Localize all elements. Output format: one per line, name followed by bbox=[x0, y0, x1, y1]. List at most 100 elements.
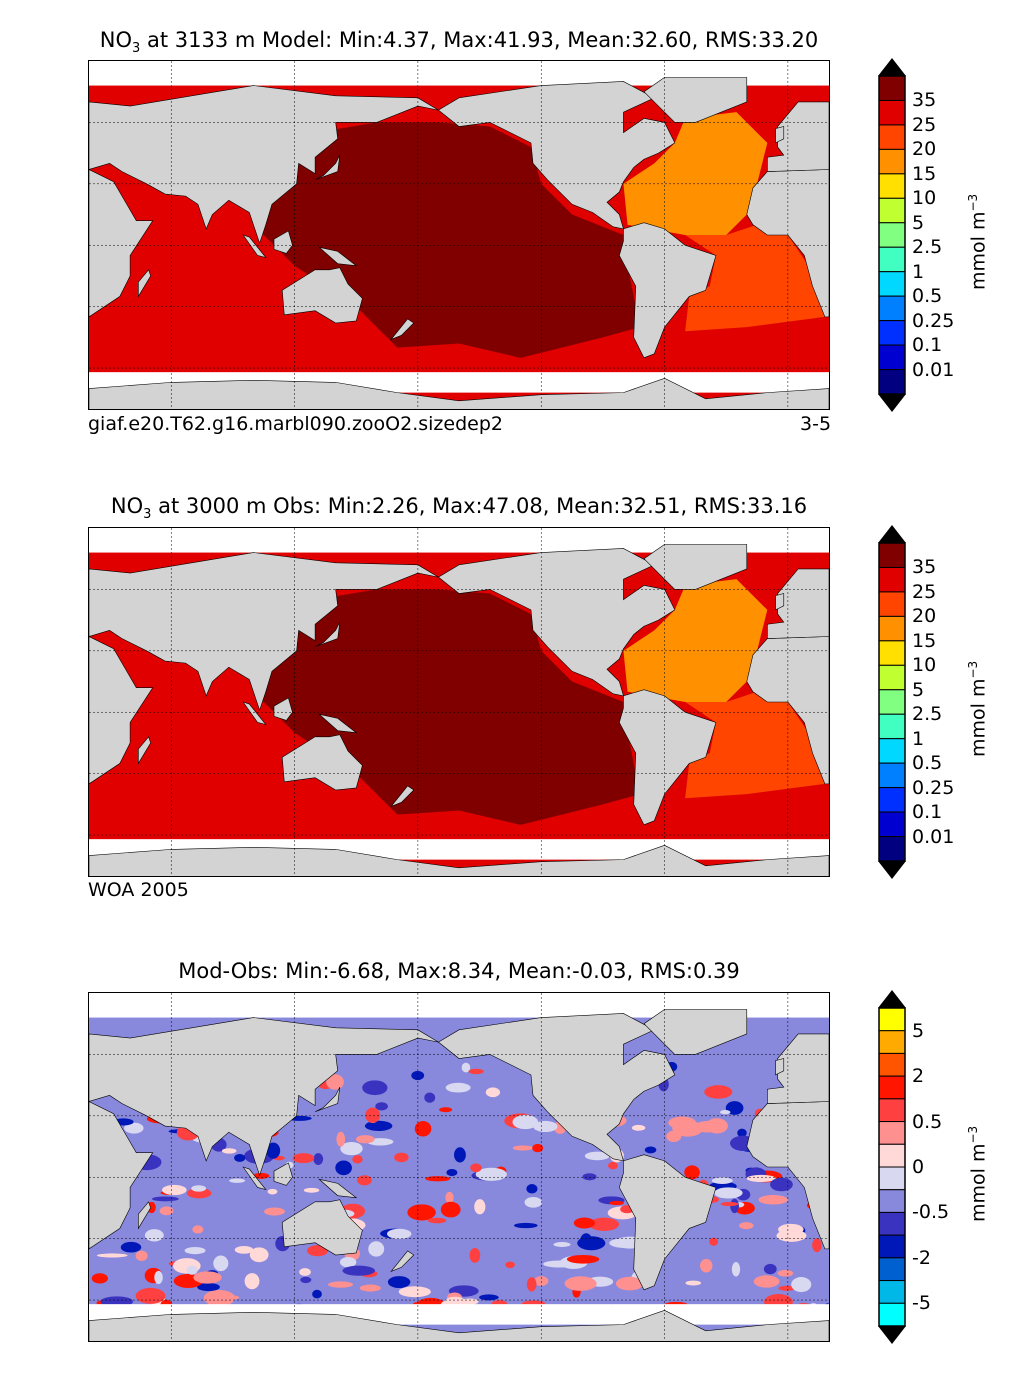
panel-title-model: NO3 at 3133 m Model: Min:4.37, Max:41.93… bbox=[99, 28, 819, 57]
anomaly-patch bbox=[739, 1222, 754, 1230]
colorbar-segment bbox=[878, 1052, 906, 1077]
anomaly-patch bbox=[778, 1285, 796, 1291]
land-greenland bbox=[644, 77, 747, 122]
anomaly-patch bbox=[234, 1245, 254, 1254]
anomaly-patch bbox=[299, 1268, 311, 1276]
anomaly-patch bbox=[340, 1141, 363, 1156]
land-australia bbox=[282, 1200, 362, 1255]
colorbar-obs bbox=[878, 525, 906, 879]
panel-title-diff: Mod-Obs: Min:-6.68, Max:8.34, Mean:-0.03… bbox=[178, 959, 740, 983]
anomaly-patch bbox=[249, 1247, 269, 1263]
anomaly-patch bbox=[753, 1275, 780, 1288]
colorbar-segment bbox=[878, 271, 906, 297]
colorbar-extend-max bbox=[878, 525, 906, 543]
anomaly-patch bbox=[303, 1187, 320, 1193]
anomaly-patch bbox=[778, 1223, 804, 1235]
anomaly-patch bbox=[513, 1222, 538, 1229]
land-new-guinea bbox=[319, 247, 356, 265]
colorbar-extend-min bbox=[878, 394, 906, 412]
anomaly-patch bbox=[475, 1167, 507, 1181]
colorbar-segment bbox=[878, 197, 906, 224]
anomaly-patch bbox=[461, 1062, 471, 1073]
colorbar-tick-label: -0.5 bbox=[912, 1201, 950, 1224]
colorbar-canvas bbox=[878, 525, 906, 879]
anomaly-patch bbox=[326, 1074, 344, 1090]
land-borneo bbox=[274, 1163, 293, 1186]
land-borneo bbox=[274, 698, 293, 721]
anomaly-patch bbox=[685, 1280, 702, 1286]
land-south-america bbox=[619, 223, 716, 358]
land-europe bbox=[767, 1034, 829, 1104]
colorbar-tick-label: 5 bbox=[912, 1019, 925, 1042]
land-new-guinea bbox=[319, 1179, 356, 1197]
anomaly-patch bbox=[229, 1178, 246, 1183]
colorbar-segment bbox=[878, 1166, 906, 1191]
anomaly-patch bbox=[414, 1121, 432, 1137]
land-europe bbox=[767, 102, 829, 172]
colorbar-tick-label: 10 bbox=[912, 187, 937, 210]
colorbar-segment bbox=[878, 738, 906, 764]
anomaly-patch bbox=[526, 1184, 538, 1194]
land-north-america bbox=[438, 548, 674, 695]
colorbar-tick-label: -5 bbox=[912, 1292, 931, 1315]
anomaly-patch bbox=[368, 1241, 385, 1257]
map-canvas bbox=[89, 61, 829, 409]
land-australia bbox=[282, 268, 362, 323]
colorbar-extend-min bbox=[878, 861, 906, 879]
colorbar-tick-label: 0.1 bbox=[912, 334, 943, 357]
anomaly-patch bbox=[737, 1128, 747, 1138]
land-africa-east bbox=[747, 169, 829, 316]
anomaly-patch bbox=[684, 1165, 700, 1180]
land-africa-west bbox=[89, 169, 153, 316]
anomaly-patch bbox=[577, 1236, 606, 1251]
land-new-guinea bbox=[319, 714, 356, 732]
colorbar-segment bbox=[878, 640, 906, 666]
anomaly-patch bbox=[512, 1145, 534, 1151]
anomaly-patch bbox=[213, 1255, 229, 1272]
colorbar-unit-label: mmol m−3 bbox=[966, 193, 990, 290]
anomaly-patch bbox=[720, 1109, 731, 1115]
land-south-america bbox=[619, 690, 716, 825]
anomaly-patch bbox=[327, 1281, 354, 1288]
anomaly-patch bbox=[532, 1143, 544, 1153]
colorbar-segment bbox=[878, 173, 906, 199]
anomaly-patch bbox=[375, 1102, 388, 1111]
land-madagascar bbox=[138, 270, 150, 297]
anomaly-patch bbox=[192, 1225, 204, 1234]
anomaly-patch bbox=[553, 1241, 571, 1247]
land-north-america bbox=[438, 81, 674, 228]
anomaly-patch bbox=[543, 1260, 576, 1268]
colorbar-unit-label: mmol m−3 bbox=[966, 1125, 990, 1222]
land-uk bbox=[776, 594, 784, 610]
colorbar-segment bbox=[878, 1098, 906, 1123]
anomaly-patch bbox=[336, 1131, 346, 1147]
colorbar-tick-label: 0.01 bbox=[912, 825, 955, 848]
land-japan bbox=[315, 155, 340, 180]
colorbar-segment bbox=[878, 713, 906, 740]
anomaly-patch bbox=[352, 1155, 363, 1164]
anomaly-patch bbox=[615, 1276, 644, 1291]
colorbar-segment bbox=[878, 664, 906, 691]
anomaly-patch bbox=[609, 1200, 625, 1206]
anomaly-patch bbox=[440, 1201, 461, 1218]
land-south-america bbox=[619, 1155, 716, 1290]
anomaly-patch bbox=[758, 1195, 788, 1205]
run-name-label: giaf.e20.T62.g16.marbl090.zooO2.sizedep2 bbox=[88, 413, 503, 435]
anomaly-patch bbox=[791, 1276, 812, 1293]
land-europe bbox=[767, 569, 829, 639]
colorbar-segment bbox=[878, 542, 906, 568]
colorbar-segment bbox=[878, 99, 906, 126]
land-africa-west bbox=[89, 1101, 153, 1248]
colorbar-tick-label: 0.01 bbox=[912, 358, 955, 381]
colorbar-tick-label: 2.5 bbox=[912, 236, 943, 259]
anomaly-patch bbox=[714, 1187, 743, 1199]
colorbar-tick-label: 10 bbox=[912, 654, 937, 677]
anomaly-patch bbox=[91, 1273, 108, 1284]
colorbar-tick-label: 0.25 bbox=[912, 776, 955, 799]
anomaly-patch bbox=[526, 1277, 537, 1292]
land-sumatra bbox=[243, 702, 266, 725]
colorbar-segment bbox=[878, 811, 906, 838]
anomaly-patch bbox=[582, 1173, 597, 1181]
anomaly-patch bbox=[731, 1262, 741, 1277]
